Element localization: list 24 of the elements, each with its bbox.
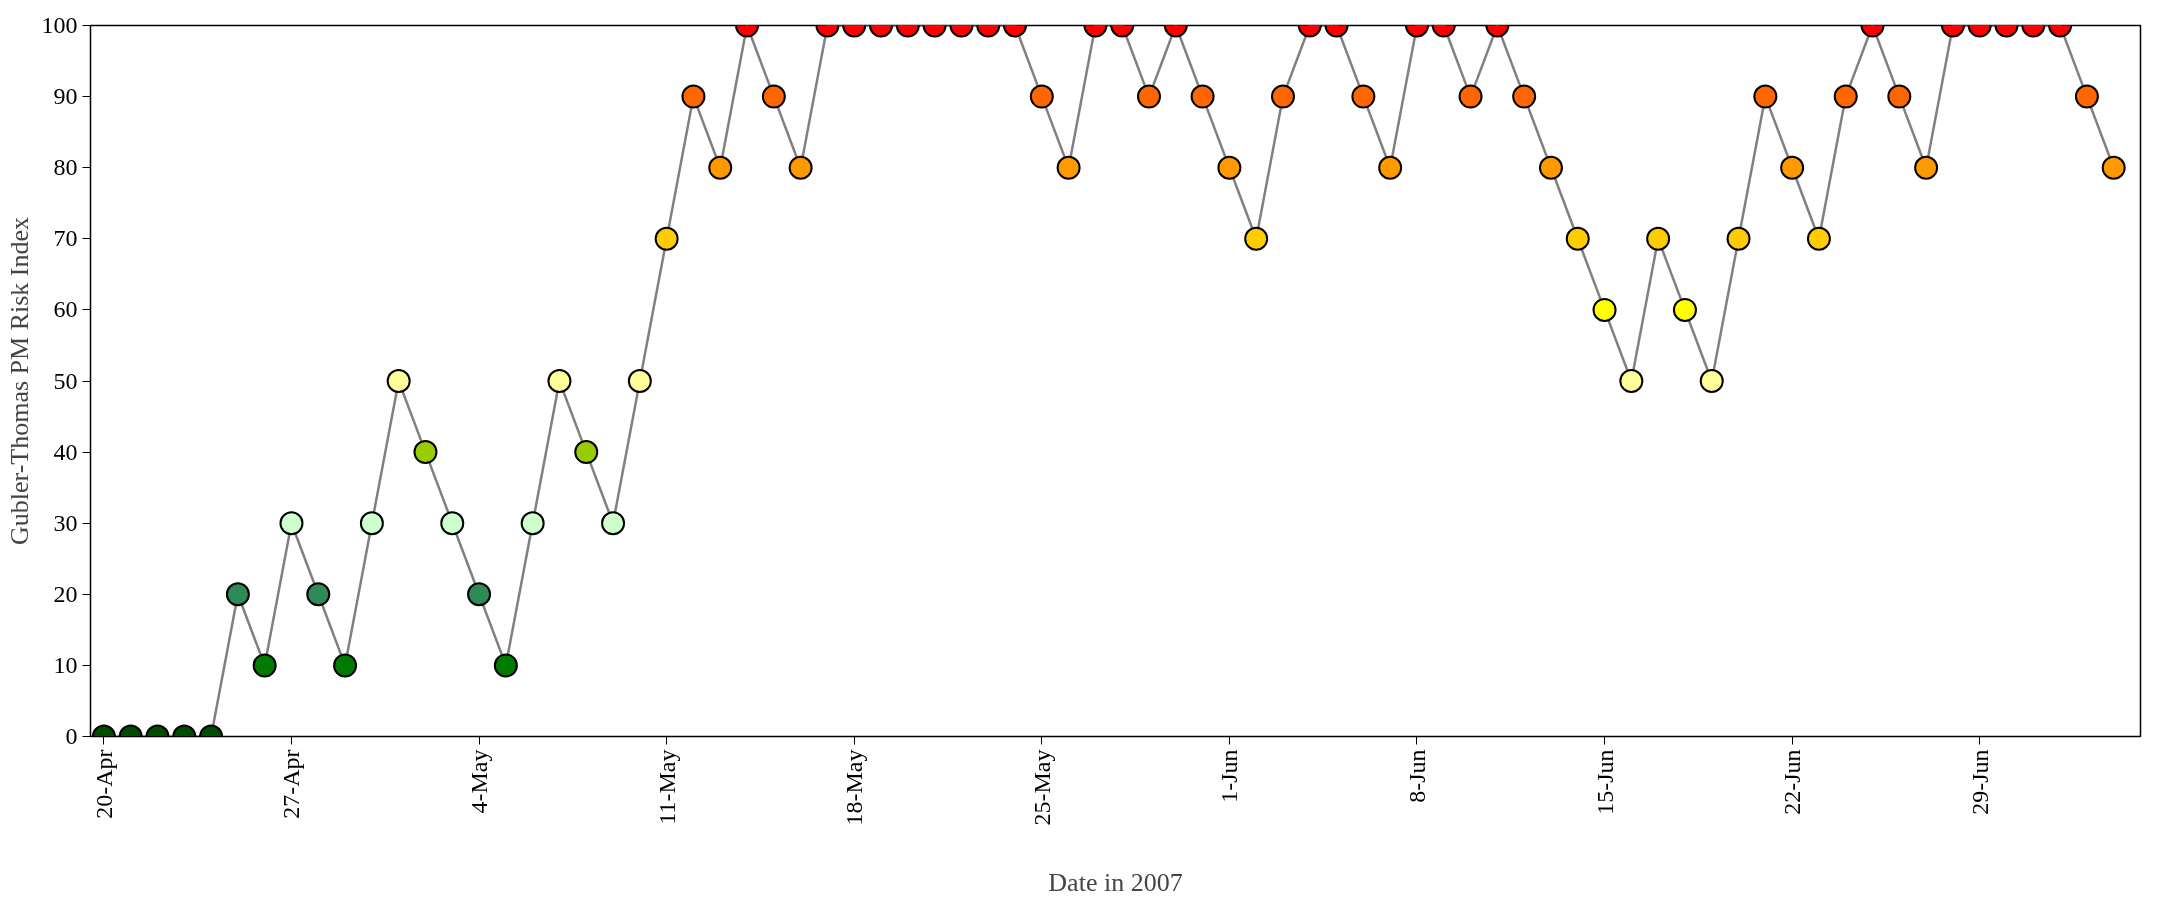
x-tick-label: 18-May [841, 749, 868, 826]
x-tick-label: 1-Jun [1216, 749, 1243, 803]
x-tick-label: 29-Jun [1966, 749, 1993, 815]
y-tick-label: 60 [53, 296, 78, 323]
x-axis-title: Date in 2007 [1048, 868, 1183, 898]
x-tick-label: 25-May [1028, 749, 1055, 826]
y-tick-label: 80 [53, 154, 78, 181]
y-tick-label: 20 [53, 580, 78, 607]
y-tick-label: 50 [53, 367, 78, 394]
x-tick-label: 15-Jun [1591, 749, 1618, 815]
x-tick-label: 20-Apr [90, 749, 117, 819]
x-tick-label: 11-May [653, 749, 680, 825]
x-tick-label: 27-Apr [278, 749, 305, 819]
x-tick-label: 8-Jun [1403, 749, 1430, 803]
y-tick-label: 70 [53, 225, 78, 252]
x-tick-label: 4-May [466, 749, 493, 814]
y-tick-label: 0 [65, 723, 78, 749]
y-tick-label: 10 [53, 651, 78, 678]
y-axis-title: Gubler-Thomas PM Risk Index [4, 216, 34, 546]
x-tick-label: 22-Jun [1779, 749, 1806, 815]
y-tick-label: 30 [53, 509, 78, 536]
y-tick-label: 40 [53, 438, 78, 465]
y-tick-label: 100 [41, 12, 78, 38]
y-tick-label: 90 [53, 83, 78, 110]
